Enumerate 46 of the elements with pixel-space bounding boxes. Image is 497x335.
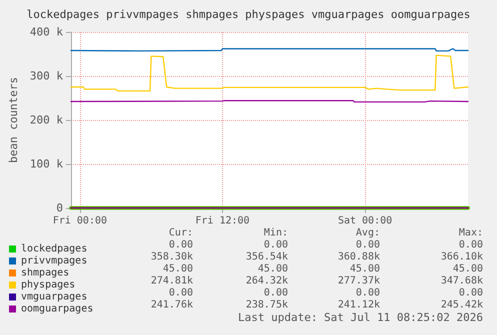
x-tick-label: Sat 00:00 [338,216,392,226]
legend-label: privvmpages [21,256,88,266]
text: 245.42k [440,300,483,310]
legend-label: vmguarpages [21,292,88,302]
line-series [70,54,469,92]
text: 360.88k [338,252,380,262]
legend-label: physpages [21,280,76,290]
text: 356.54k [246,252,288,262]
text: 358.30k [150,252,193,262]
text: 241.76k [150,300,193,310]
text: 264.32k [246,276,288,286]
text: 0.00 [356,240,380,250]
text: 45.00 [162,264,193,274]
x-tick-label: Fri 12:00 [195,216,250,226]
text: 0.00 [168,240,193,250]
text: 45.00 [452,264,483,274]
legend-label: lockedpages [21,244,88,254]
x-tick-label: Fri 00:00 [52,216,108,226]
legend-label: oomguarpages [21,304,94,314]
text: 274.81k [150,276,193,286]
y-tick-label: 0 [56,202,64,214]
text: 277.37k [338,276,380,286]
text: 0.00 [168,288,193,298]
text: 45.00 [350,264,380,274]
text: Avg: [356,228,380,238]
text: Max: [458,228,483,238]
chart-title: lockedpages privvmpages shmpages physpages vmguarpages oomguarpages [26,8,470,21]
y-tick-label: 300 k [30,70,64,82]
text: 0.00 [356,288,380,298]
text: 0.00 [264,288,288,298]
y-tick-label: 200 k [30,114,64,126]
text: 241.12k [338,300,380,310]
legend-label: shmpages [21,268,70,278]
text: 0.00 [458,240,483,250]
text: 45.00 [258,264,288,274]
text: 0.00 [458,288,483,298]
text: Cur: [168,228,193,238]
text: 0.00 [264,240,288,250]
text: 347.68k [440,276,483,286]
text: Last update: Sat Jul 11 08:25:02 2026 [238,311,484,324]
y-tick-label: 100 k [30,158,64,170]
y-axis-title: bean counters [7,76,20,164]
text: 366.10k [440,252,483,262]
text: Min: [264,228,288,238]
text: 238.75k [246,300,288,310]
y-tick-label: 400 k [30,26,64,38]
